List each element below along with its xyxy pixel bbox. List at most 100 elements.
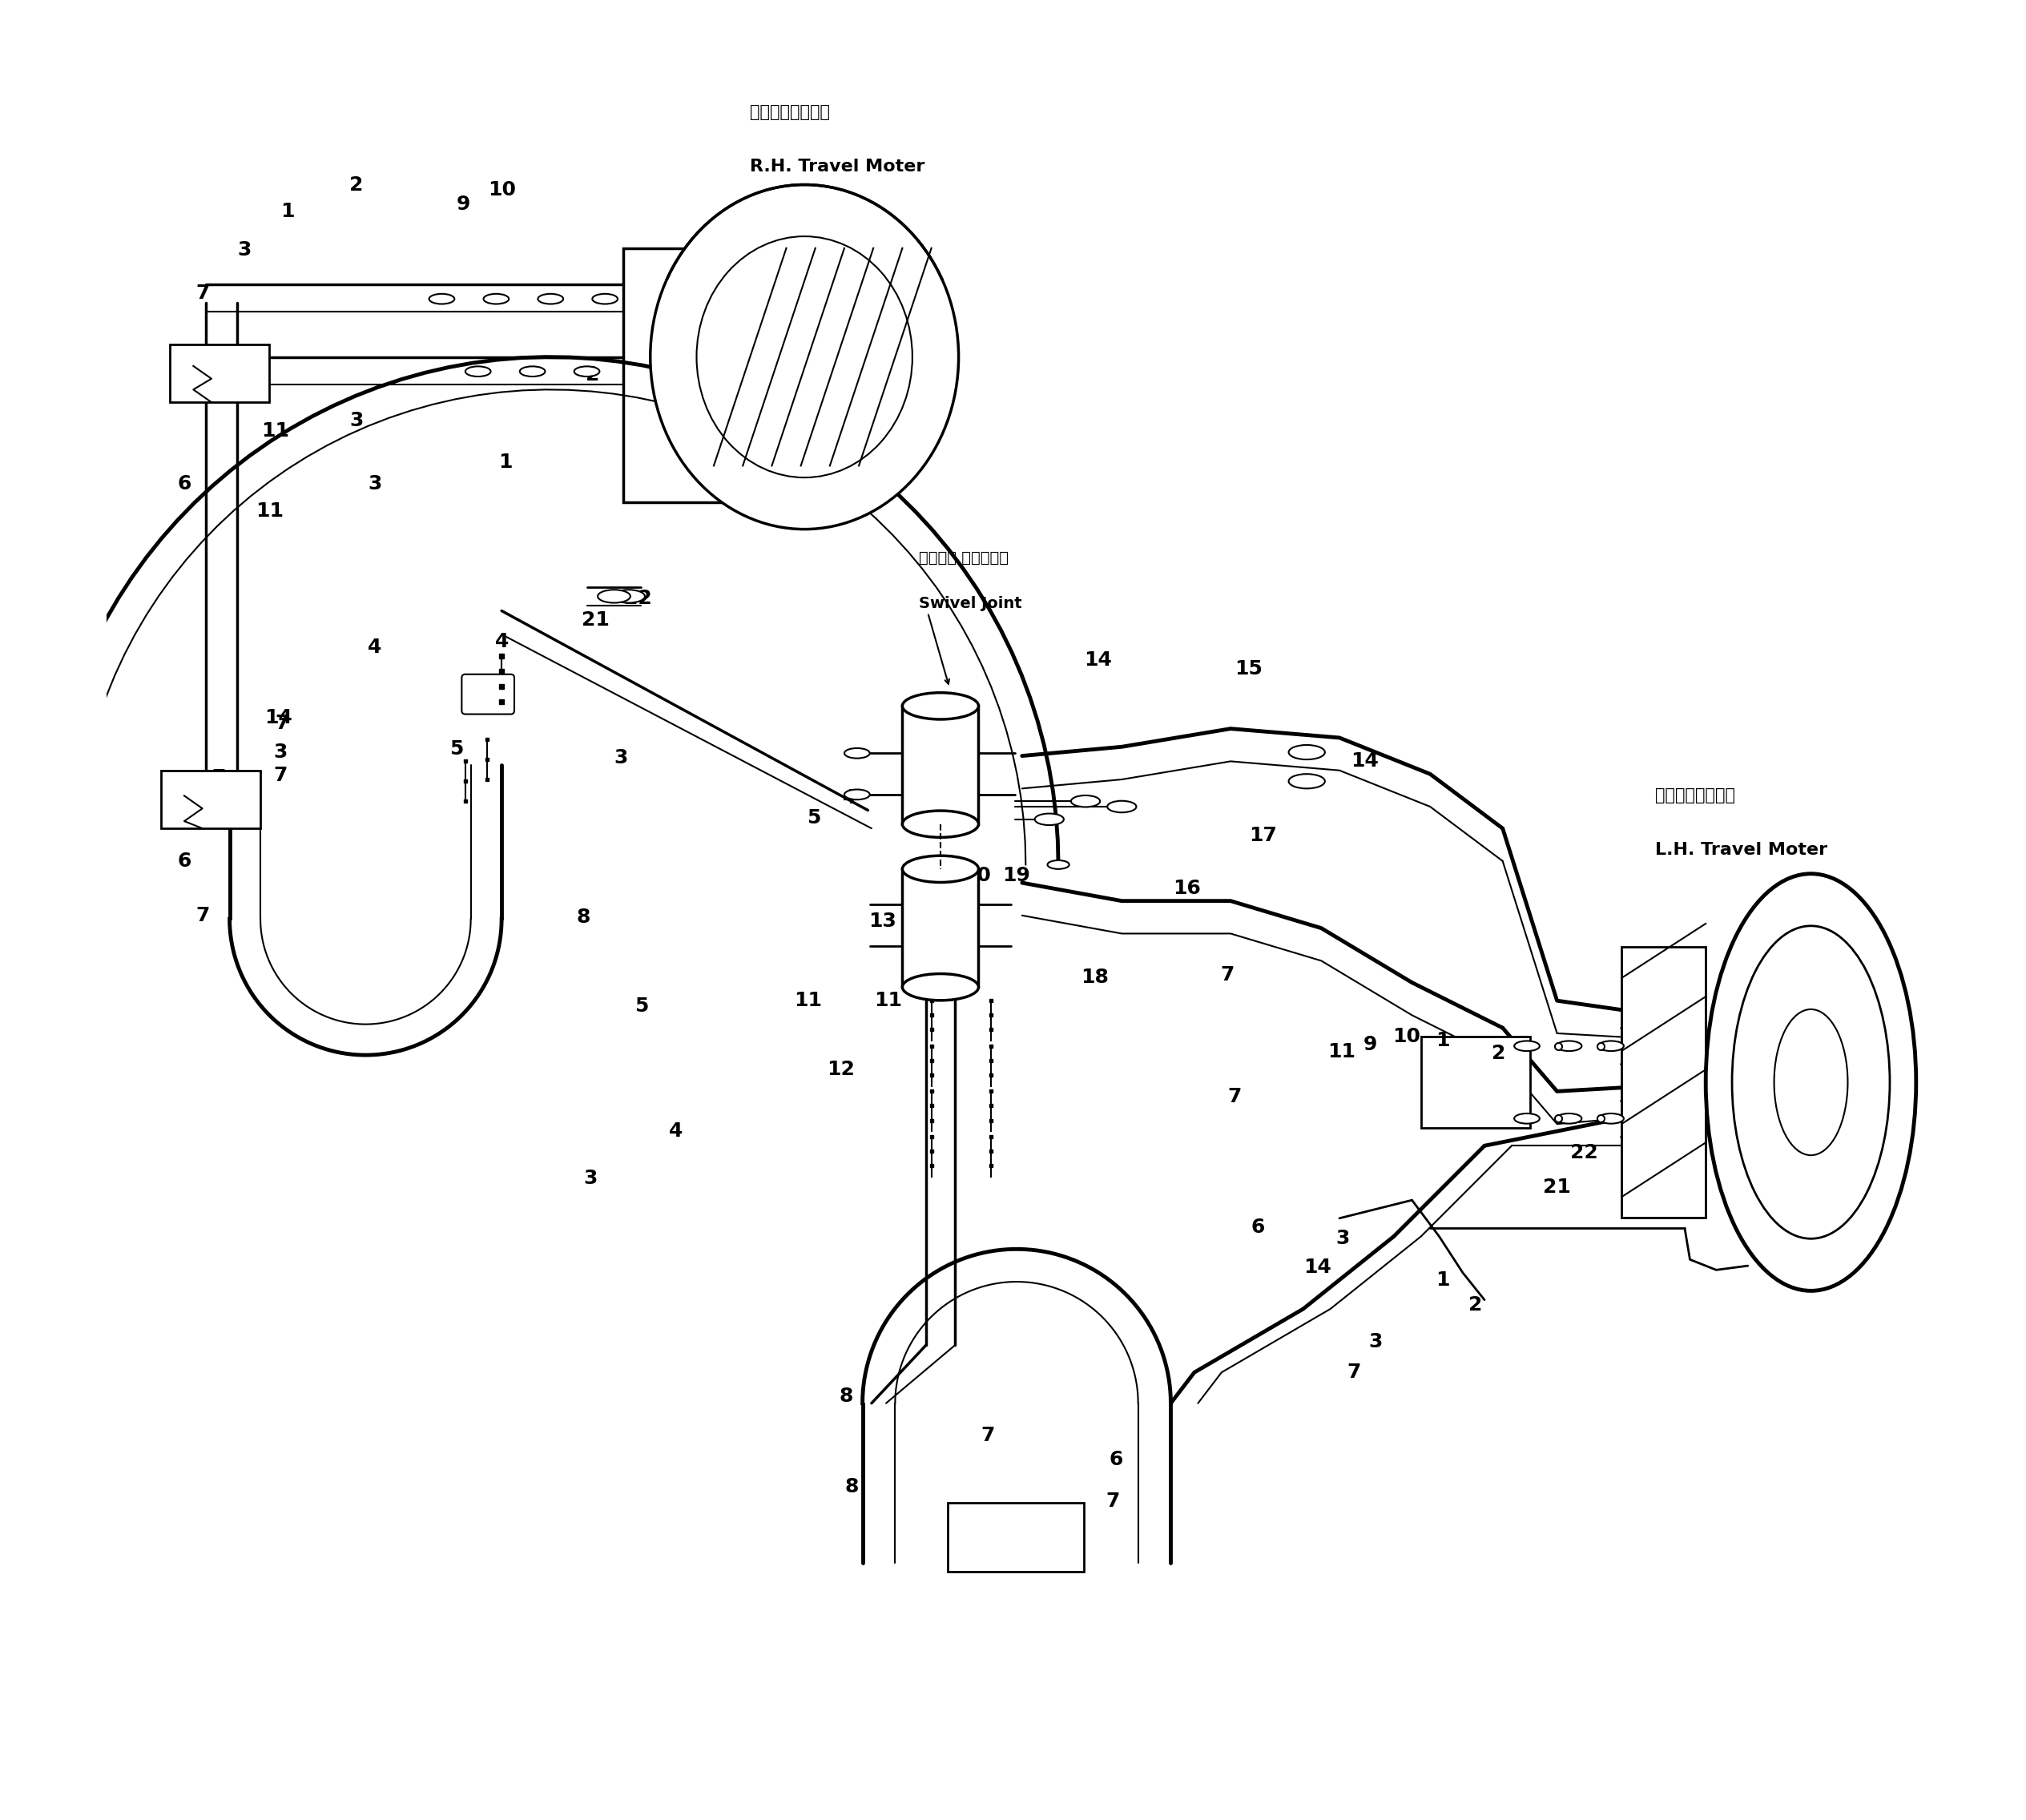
Text: 3: 3 (1370, 1332, 1382, 1350)
Ellipse shape (1108, 801, 1137, 812)
Text: 7: 7 (1106, 1492, 1120, 1511)
Text: 11: 11 (1327, 1041, 1355, 1061)
Text: 右　　走行モータ: 右 走行モータ (750, 104, 831, 120)
FancyBboxPatch shape (948, 1503, 1084, 1572)
Text: 7: 7 (194, 284, 209, 304)
Text: 4: 4 (843, 788, 857, 808)
Text: 3: 3 (614, 748, 628, 768)
Text: 17: 17 (1250, 826, 1276, 844)
Text: 1: 1 (498, 453, 513, 471)
Ellipse shape (1599, 1041, 1623, 1052)
Text: 3: 3 (938, 921, 950, 939)
Ellipse shape (1556, 1041, 1582, 1052)
Text: 6: 6 (178, 475, 190, 493)
Ellipse shape (902, 855, 979, 883)
Text: 8: 8 (575, 908, 590, 926)
Text: 7: 7 (1347, 1363, 1361, 1381)
Text: 7: 7 (194, 906, 209, 925)
FancyBboxPatch shape (902, 868, 979, 986)
Text: 3: 3 (350, 411, 363, 430)
Ellipse shape (697, 237, 912, 477)
Ellipse shape (1035, 814, 1064, 824)
Text: 3: 3 (274, 743, 288, 763)
Text: 4: 4 (367, 637, 381, 657)
Text: Swivel Joint: Swivel Joint (918, 595, 1021, 612)
Text: L.H. Travel Moter: L.H. Travel Moter (1655, 843, 1827, 859)
Text: 3: 3 (237, 240, 251, 260)
Text: 14: 14 (1351, 752, 1380, 772)
Text: 19: 19 (1003, 866, 1031, 885)
Ellipse shape (612, 590, 644, 602)
Ellipse shape (1732, 926, 1890, 1239)
Text: 6: 6 (178, 852, 190, 870)
Ellipse shape (1513, 1041, 1540, 1052)
Text: 13: 13 (869, 912, 895, 930)
Ellipse shape (1289, 774, 1325, 788)
Ellipse shape (1513, 1114, 1540, 1123)
Text: 5: 5 (450, 739, 464, 759)
Ellipse shape (845, 748, 869, 759)
Text: 7: 7 (213, 768, 225, 788)
Text: スイベル ジョイント: スイベル ジョイント (918, 551, 1009, 566)
Ellipse shape (430, 293, 454, 304)
FancyBboxPatch shape (160, 770, 261, 828)
Text: 11: 11 (261, 422, 290, 440)
Ellipse shape (902, 974, 979, 1001)
Text: 5: 5 (462, 690, 476, 710)
Text: 6: 6 (1110, 1451, 1122, 1469)
Ellipse shape (521, 366, 545, 377)
Ellipse shape (845, 790, 869, 799)
Text: 14: 14 (265, 708, 292, 728)
Text: 4: 4 (494, 632, 509, 652)
Text: 14: 14 (1084, 650, 1112, 670)
Text: 3: 3 (367, 475, 381, 493)
Text: 8: 8 (839, 1387, 853, 1405)
Ellipse shape (1072, 795, 1100, 806)
Text: 5: 5 (634, 997, 648, 1016)
Text: 11: 11 (873, 992, 902, 1010)
Text: 4: 4 (669, 1121, 683, 1141)
Ellipse shape (537, 293, 563, 304)
Ellipse shape (1047, 861, 1070, 868)
Ellipse shape (484, 293, 509, 304)
Text: 7: 7 (1228, 1087, 1242, 1107)
Text: 左　　走行モータ: 左 走行モータ (1655, 788, 1734, 804)
Ellipse shape (902, 810, 979, 837)
FancyBboxPatch shape (462, 673, 515, 713)
Text: 9: 9 (1363, 1034, 1378, 1054)
Text: 22: 22 (1570, 1143, 1599, 1163)
Ellipse shape (1706, 874, 1917, 1290)
Ellipse shape (1599, 1114, 1623, 1123)
Text: 2: 2 (1491, 1043, 1505, 1063)
Ellipse shape (1289, 744, 1325, 759)
FancyBboxPatch shape (1621, 946, 1706, 1218)
Text: 7: 7 (274, 766, 288, 786)
Text: 15: 15 (1234, 659, 1262, 679)
Ellipse shape (592, 293, 618, 304)
Text: 18: 18 (1080, 968, 1108, 986)
Text: 1: 1 (282, 202, 294, 222)
Text: 2: 2 (350, 175, 363, 195)
Text: 11: 11 (794, 992, 823, 1010)
Text: 12: 12 (827, 1059, 855, 1079)
FancyBboxPatch shape (902, 706, 979, 824)
Text: 2: 2 (586, 366, 600, 384)
Text: 6: 6 (1250, 1218, 1264, 1238)
Text: 1: 1 (1436, 1270, 1451, 1290)
Text: 7: 7 (1220, 966, 1234, 985)
Text: 10: 10 (1392, 1026, 1420, 1046)
FancyBboxPatch shape (1420, 1037, 1530, 1128)
Text: 3: 3 (1335, 1228, 1349, 1249)
Text: 5: 5 (806, 808, 821, 826)
Text: 3: 3 (583, 1168, 598, 1188)
FancyBboxPatch shape (170, 344, 269, 402)
Text: 10: 10 (488, 180, 517, 200)
Text: 8: 8 (845, 1478, 859, 1496)
Text: 20: 20 (962, 866, 991, 885)
Ellipse shape (1556, 1114, 1582, 1123)
Ellipse shape (598, 590, 630, 602)
Text: 7: 7 (276, 713, 290, 733)
Ellipse shape (1775, 1010, 1848, 1156)
Ellipse shape (466, 366, 490, 377)
Text: 22: 22 (624, 588, 652, 608)
